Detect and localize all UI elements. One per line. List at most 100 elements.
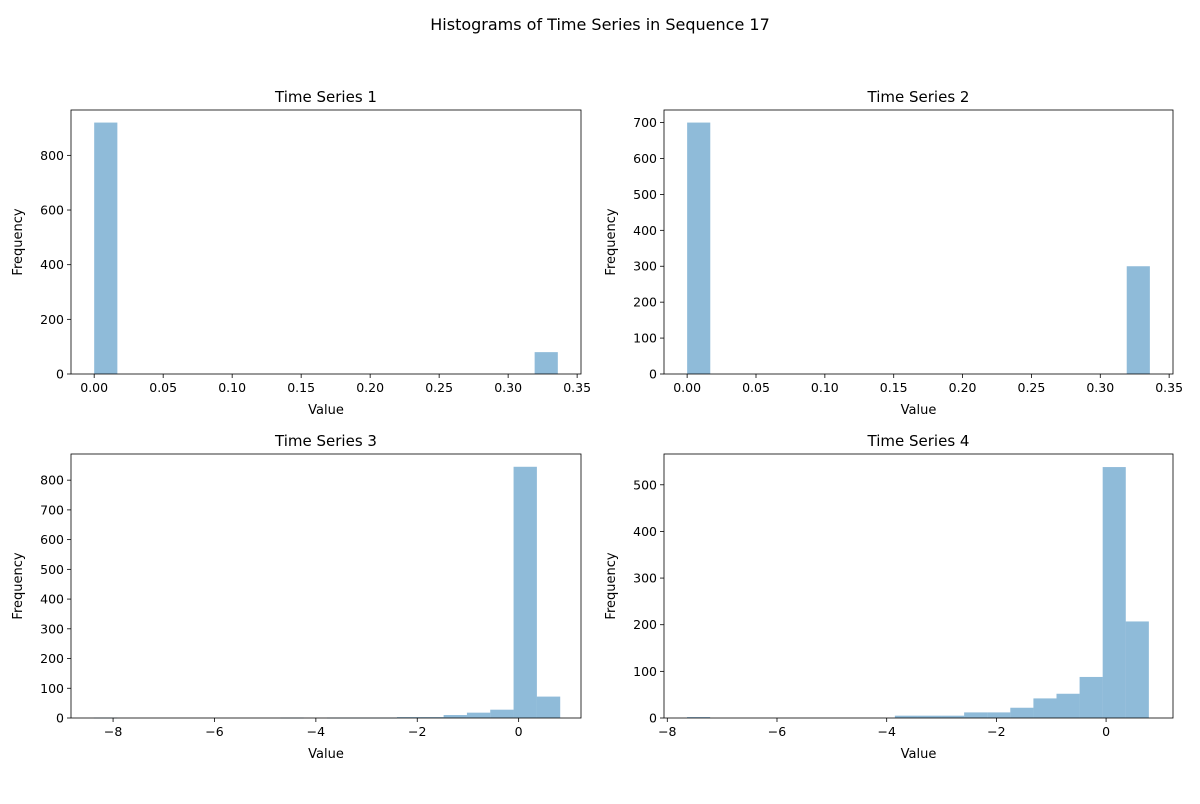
x-tick-label: 0.00: [80, 380, 108, 395]
y-tick-label: 400: [633, 524, 657, 539]
x-tick-label: 0: [515, 724, 523, 739]
x-tick-label: 0.30: [494, 380, 522, 395]
y-tick-label: 0: [649, 711, 657, 726]
histogram-bar: [1056, 693, 1080, 718]
y-tick-label: 800: [40, 473, 64, 488]
x-tick-label: −6: [768, 724, 786, 739]
y-tick-label: 0: [56, 367, 64, 382]
plot-frame: [663, 109, 1174, 375]
x-tick-label: 0.25: [1018, 380, 1046, 395]
y-tick-label: 200: [633, 295, 657, 310]
histogram-bar: [894, 715, 918, 718]
histogram-bar: [687, 122, 711, 374]
y-tick-label: 600: [40, 532, 64, 547]
plot-frame: [663, 453, 1174, 719]
subplot-3: −8 −6 −4 −2 0 0 100 200 300 400 500 600 700 800 Time S…: [11, 432, 582, 762]
y-tick-label: 200: [40, 651, 64, 666]
x-tick-label: −8: [104, 724, 122, 739]
x-tick-label: 0.30: [1086, 380, 1114, 395]
y-tick-label: 600: [40, 203, 64, 218]
y-tick-label: 400: [40, 257, 64, 272]
x-tick-label: 0.05: [742, 380, 770, 395]
histogram-bar: [1126, 266, 1150, 374]
x-axis-label: Value: [901, 403, 937, 418]
histogram-bar: [1010, 707, 1034, 718]
x-tick-label: −2: [987, 724, 1005, 739]
y-tick-label: 100: [633, 331, 657, 346]
histogram-bar: [987, 712, 1011, 718]
subplot-title: Time Series 4: [867, 432, 970, 450]
subplot-4: −8 −6 −4 −2 0 0 100 200 300 400 500 Time Series 4 Va…: [604, 432, 1174, 762]
y-tick-label: 400: [633, 223, 657, 238]
y-axis-label: Frequency: [604, 208, 619, 275]
y-tick-label: 400: [40, 592, 64, 607]
histogram-bar: [917, 715, 942, 718]
y-axis-label: Frequency: [11, 208, 26, 275]
histogram-bar: [964, 712, 988, 718]
x-axis-label: Value: [901, 747, 937, 762]
x-tick-label: 0: [1102, 724, 1110, 739]
x-tick-label: −4: [877, 724, 895, 739]
x-tick-label: 0.10: [811, 380, 839, 395]
x-tick-label: 0.15: [880, 380, 908, 395]
y-tick-label: 700: [633, 115, 657, 130]
x-tick-label: 0.05: [149, 380, 177, 395]
histogram-bar: [1033, 698, 1057, 718]
histogram-bar: [94, 122, 118, 374]
plot-frame: [70, 453, 582, 719]
y-tick-label: 200: [633, 617, 657, 632]
y-tick-label: 800: [40, 148, 64, 163]
y-axis-label: Frequency: [11, 552, 26, 619]
y-tick-label: 300: [633, 571, 657, 586]
y-axis-label: Frequency: [604, 552, 619, 619]
x-tick-label: −4: [307, 724, 325, 739]
histogram-bar: [420, 717, 444, 718]
histogram-bar: [1079, 676, 1103, 718]
x-tick-label: −6: [205, 724, 223, 739]
histogram-bar: [534, 352, 558, 374]
histogram-bar: [513, 466, 537, 718]
y-tick-label: 300: [633, 259, 657, 274]
y-tick-label: 0: [56, 711, 64, 726]
histogram-bar: [396, 717, 421, 718]
subplot-2: 0.00 0.05 0.10 0.15 0.20 0.25 0.30 0.35 0 100 200 3…: [604, 88, 1183, 418]
x-tick-label: −8: [658, 724, 676, 739]
x-tick-label: 0.35: [1155, 380, 1183, 395]
y-tick-label: 100: [633, 664, 657, 679]
figure-suptitle: Histograms of Time Series in Sequence 17: [430, 15, 770, 34]
x-tick-label: 0.10: [218, 380, 246, 395]
y-tick-label: 700: [40, 502, 64, 517]
subplot-1: 0.00 0.05 0.10 0.15 0.20 0.25 0.30 0.35 0 200 400 6…: [11, 88, 591, 418]
histogram-bar: [941, 715, 965, 718]
y-tick-label: 100: [40, 681, 64, 696]
y-tick-label: 500: [633, 187, 657, 202]
y-tick-label: 500: [40, 562, 64, 577]
subplot-title: Time Series 1: [274, 88, 377, 106]
x-axis-label: Value: [308, 747, 344, 762]
x-axis-label: Value: [308, 403, 344, 418]
x-tick-label: 0.20: [949, 380, 977, 395]
subplot-title: Time Series 2: [867, 88, 970, 106]
y-tick-label: 0: [649, 367, 657, 382]
subplot-title: Time Series 3: [274, 432, 377, 450]
histogram-bar: [490, 709, 514, 718]
x-tick-label: 0.15: [287, 380, 315, 395]
x-tick-label: 0.35: [563, 380, 591, 395]
histogram-bar: [1102, 467, 1126, 718]
x-tick-label: 0.25: [425, 380, 453, 395]
plot-frame: [70, 109, 582, 375]
y-tick-label: 500: [633, 477, 657, 492]
histogram-bar: [687, 717, 711, 718]
x-tick-label: 0.00: [673, 380, 701, 395]
histogram-bar: [466, 712, 491, 718]
histogram-bar: [443, 715, 467, 718]
x-tick-label: 0.20: [356, 380, 384, 395]
y-tick-label: 600: [633, 151, 657, 166]
y-tick-label: 200: [40, 312, 64, 327]
y-tick-label: 300: [40, 621, 64, 636]
x-tick-label: −2: [408, 724, 426, 739]
histogram-bar: [1125, 621, 1149, 718]
histogram-bar: [536, 696, 561, 718]
